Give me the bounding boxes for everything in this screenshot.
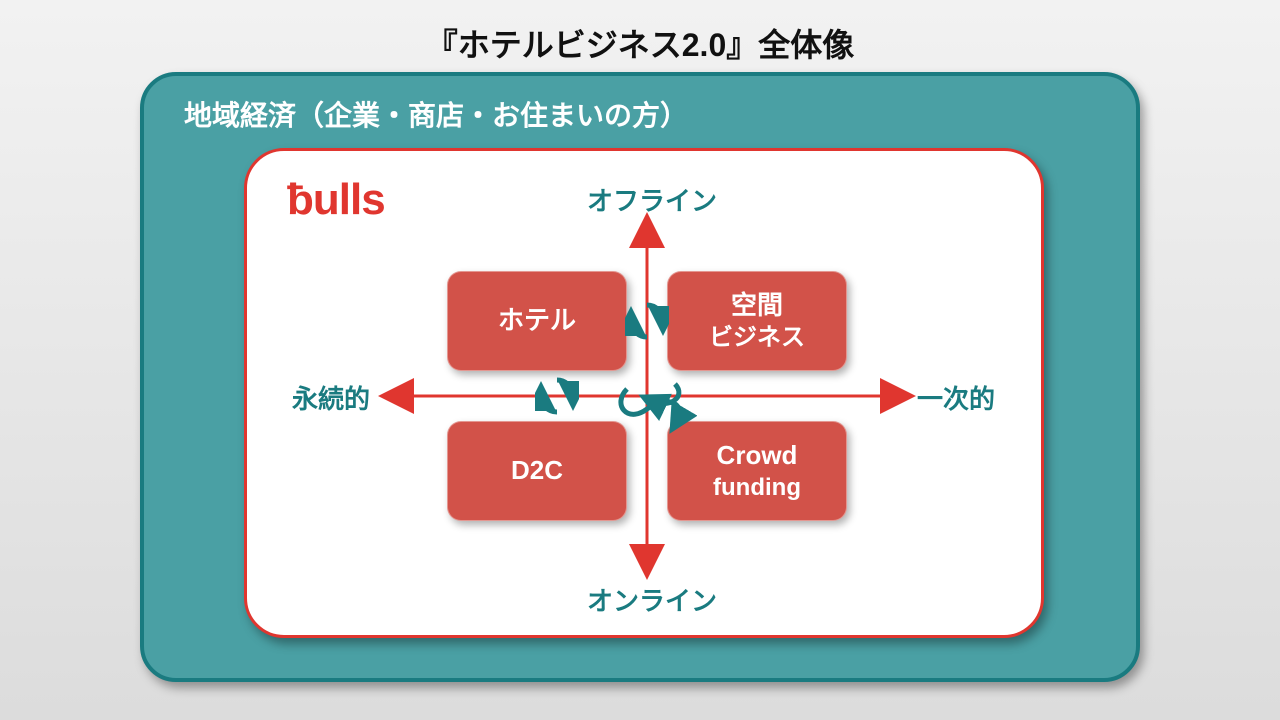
axis-label-bottom: オンライン <box>587 581 717 618</box>
outer-container: 地域経済（企業・商店・お住まいの方） ƀulls オフライン オンライン 永続的… <box>140 72 1140 682</box>
quadrant-d2c: D2C <box>447 421 627 521</box>
cycle-icon-top <box>625 299 669 343</box>
bulls-logo: ƀulls <box>287 175 385 225</box>
quadrant-hotel-label: ホテル <box>498 305 576 336</box>
quadrant-crowdfunding: Crowd funding <box>667 421 847 521</box>
quadrant-space-label1: 空間 <box>731 290 783 320</box>
quadrant-cf-label1: Crowd <box>717 440 798 470</box>
inner-container: ƀulls オフライン オンライン 永続的 一次的 ホテル 空間 ビジネス <box>244 148 1044 638</box>
quadrant-d2c-label: D2C <box>511 455 563 486</box>
outer-label: 地域経済（企業・商店・お住まいの方） <box>184 94 688 134</box>
quadrant-hotel: ホテル <box>447 271 627 371</box>
quadrant-cf-label2: funding <box>713 474 801 501</box>
axis-label-top: オフライン <box>587 181 717 218</box>
axis-label-left: 永続的 <box>292 379 370 416</box>
axis-label-right: 一次的 <box>917 379 995 416</box>
quadrant-space-business: 空間 ビジネス <box>667 271 847 371</box>
cycle-icon-left <box>535 374 579 418</box>
quadrant-space-label2: ビジネス <box>709 324 805 351</box>
page-title: 『ホテルビジネス2.0』全体像 <box>0 0 1280 78</box>
